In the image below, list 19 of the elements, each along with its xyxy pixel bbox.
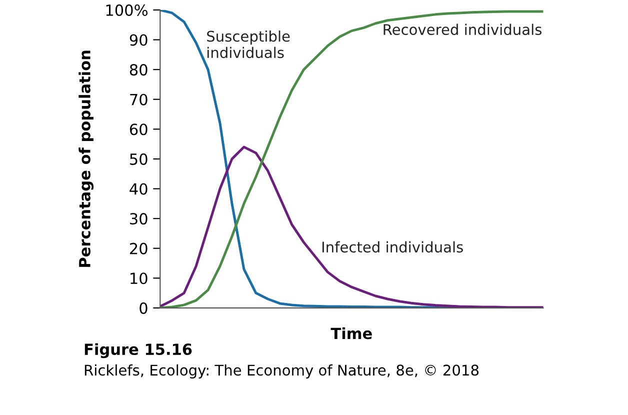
y-tick-label: 50 bbox=[130, 153, 148, 165]
y-tick-label: 60 bbox=[130, 124, 148, 136]
y-tick-label: 20 bbox=[130, 242, 148, 254]
series-label: Susceptible individuals bbox=[207, 30, 290, 58]
caption: Figure 15.16 bbox=[84, 343, 192, 358]
y-tick-label: 30 bbox=[130, 213, 148, 225]
y-tick-label: 100% bbox=[106, 4, 148, 16]
y-tick-label: 10 bbox=[130, 272, 148, 284]
y-tick-label: 40 bbox=[130, 183, 148, 195]
series-label: Recovered individuals bbox=[384, 24, 542, 36]
y-axis-title: Percentage of population bbox=[78, 50, 94, 267]
y-tick-label: 80 bbox=[130, 64, 148, 76]
y-tick-label: 0 bbox=[140, 302, 148, 314]
x-axis-title: Time bbox=[330, 327, 372, 340]
line-series bbox=[160, 10, 544, 308]
y-tick-label: 70 bbox=[130, 94, 148, 106]
y-tick-label: 90 bbox=[130, 34, 148, 46]
series-label: Infected individuals bbox=[322, 241, 463, 253]
text: Ricklefs, Ecology: The Economy of Nature, 8e, © 2018 bbox=[84, 364, 479, 378]
